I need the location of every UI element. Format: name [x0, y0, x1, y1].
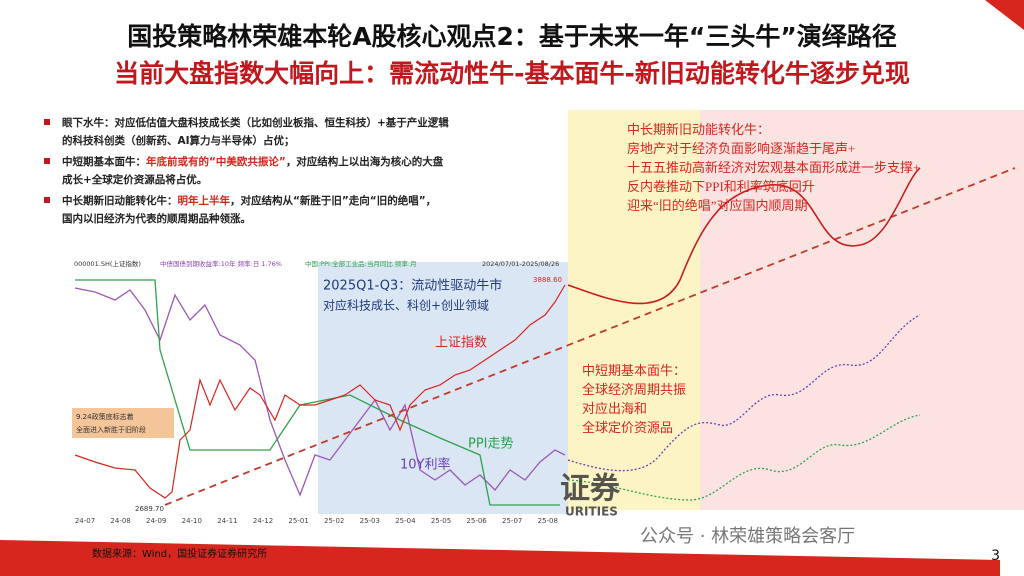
x-tick-label: 25-02: [324, 517, 344, 525]
bullet-text: 眼下水牛：对应低估值大盘科技成长类（比如创业板指、恒生科技）+基于产业逻辑: [62, 116, 449, 129]
x-tick-label: 25-06: [466, 517, 487, 525]
x-tick-label: 25-05: [431, 517, 451, 525]
bullet-marker: [44, 119, 50, 125]
legend-item: 中债国债到期收益率:10年 频率:日 1.76%: [160, 259, 282, 268]
x-tick-label: 24-12: [253, 517, 273, 525]
liquidity-band: [318, 262, 568, 514]
bullet-marker: [44, 197, 50, 203]
bullet-line: 对应低估值大盘科技成长类（比如创业板指、恒生科技）+基于产业逻辑: [115, 116, 450, 129]
bullet-highlight: 明年上半年: [178, 194, 231, 207]
ppi-line: [75, 279, 560, 506]
subtitle: 当前大盘指数大幅向上：需流动性牛-基本面牛-新旧动能转化牛逐步兑现: [114, 59, 910, 88]
x-tick-label: 25-01: [288, 517, 308, 525]
x-tick-label: 25-08: [538, 517, 558, 525]
projected-index: [567, 167, 921, 305]
liquidity-note: 对应科技成长、科创+创业领域: [323, 298, 489, 313]
mid-term-text: 中短期基本面牛： 全球经济周期共振 对应出海和 全球定价资源品: [582, 363, 686, 435]
min-label: 2689.70: [135, 505, 164, 513]
bullet-label: 眼下水牛：: [62, 116, 115, 129]
index-label: 上证指数: [435, 336, 487, 351]
legend-item: 000001.SH(上证指数): [74, 259, 141, 268]
x-axis: 24-07 24-08 24-09 24-10 24-11 24-12 25-01 25-02…: [75, 517, 558, 525]
trend-line: [164, 167, 1016, 506]
ppi-label: PPI走势: [468, 436, 514, 452]
policy-note: 9.24政策底标志着: [76, 412, 134, 421]
bullet-text: 成长+全球定价资源品将占优。: [62, 173, 207, 186]
panel-line: 全球经济周期共振: [582, 382, 686, 397]
index-line: [74, 284, 566, 499]
x-tick-label: 24-11: [217, 517, 237, 525]
legend-item: 中国:PPI:全部工业品:当月同比 频率:月: [305, 259, 417, 268]
source-note: 数据来源：Wind，国投证券证券研究所: [92, 547, 267, 560]
x-tick-label: 25-03: [360, 517, 380, 525]
panel-line: 反内卷推动下PPI和利率筑底回升: [627, 179, 815, 194]
footer-bar: [0, 540, 1000, 576]
watermark: 证券: [560, 472, 621, 507]
bullet-text: 中长期新旧动能转化牛：明年上半年，对应结构从“新胜于旧”走向“旧的绝唱”，: [62, 194, 436, 207]
liquidity-note: 2025Q1-Q3：流动性驱动牛市: [323, 278, 502, 294]
max-label: 3888.60: [533, 276, 562, 284]
panel-line: 中长期新旧动能转化牛：: [627, 122, 770, 137]
corner-accent: [985, 0, 1024, 30]
pink-band: [700, 110, 1024, 510]
bullet-label: 中短期基本面牛：: [62, 155, 146, 168]
panel-line: 房地产对于经济负面影响逐渐趋于尾声+: [627, 141, 855, 156]
x-tick-label: 25-04: [395, 517, 416, 525]
panel-line: 对应出海和: [582, 401, 647, 416]
bullet-text: 的科技科创类（创新药、AI算力与半导体）占优；: [62, 134, 295, 147]
bullet-line: ，对应结构上以出海为核心的大盘: [286, 155, 444, 168]
page-number: 3: [991, 548, 1000, 564]
watermark: URITIES: [565, 505, 618, 519]
chart-legend: 000001.SH(上证指数) 中债国债到期收益率:10年 频率:日 1.76%…: [74, 259, 559, 268]
panel-line: 十五五推动高新经济对宏观基本面形成进一步支撑+: [627, 160, 920, 175]
bullet-line: ，对应结构从“新胜于旧”走向“旧的绝唱”，: [230, 194, 436, 207]
rate-line: [74, 287, 566, 497]
title: 国投策略林荣雄本轮A股核心观点2：基于未来一年“三头牛”演绎路径: [127, 22, 897, 51]
rate-label: 10Y利率: [400, 457, 450, 473]
long-term-text: 中长期新旧动能转化牛： 房地产对于经济负面影响逐渐趋于尾声+ 十五五推动高新经济…: [627, 122, 920, 213]
x-tick-label: 24-08: [110, 517, 130, 525]
bullet-text: 中短期基本面牛：年底前或有的“中美欧共振论”，对应结构上以出海为核心的大盘: [62, 155, 444, 168]
panel-line: 全球定价资源品: [582, 420, 673, 435]
bullet-marker: [44, 158, 50, 164]
yellow-band: [568, 110, 700, 510]
x-tick-label: 24-10: [182, 517, 202, 525]
x-tick-label: 24-09: [146, 517, 166, 525]
legend-item: 2024/07/01-2025/08/26: [482, 260, 559, 268]
panel-line: 中短期基本面牛：: [582, 363, 686, 378]
bullet-label: 中长期新旧动能转化牛：: [62, 194, 178, 207]
footer-watermark: 公众号 · 林荣雄策略会客厅: [640, 526, 855, 547]
bullet-text: 国内以旧经济为代表的顺周期品种领涨。: [62, 212, 251, 225]
policy-note-box: [72, 408, 174, 438]
x-tick-label: 25-07: [502, 517, 522, 525]
x-tick-label: 24-07: [75, 517, 95, 525]
bullet-list: 眼下水牛：对应低估值大盘科技成长类（比如创业板指、恒生科技）+基于产业逻辑 的科…: [44, 116, 449, 225]
panel-line: 迎来“旧的绝唱”对应国内顺周期: [627, 198, 808, 213]
bullet-highlight: 年底前或有的“中美欧共振论”: [146, 155, 286, 168]
policy-note: 全面进入新胜于旧阶段: [76, 425, 146, 434]
